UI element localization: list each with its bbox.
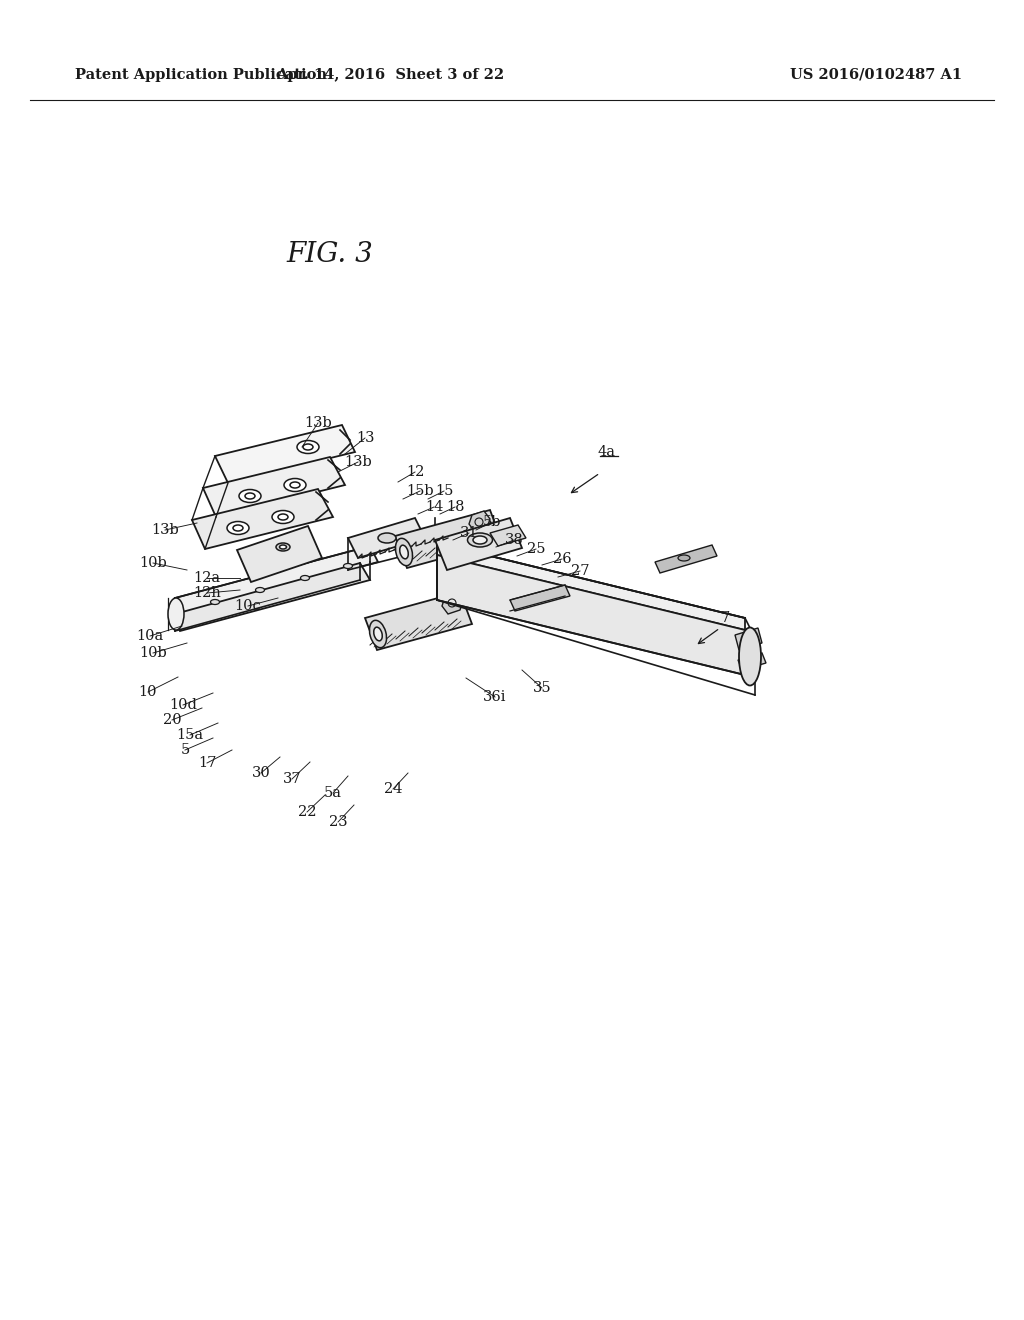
Ellipse shape	[168, 598, 184, 630]
Text: 15: 15	[435, 484, 454, 498]
Polygon shape	[193, 488, 333, 549]
Ellipse shape	[468, 533, 493, 546]
Text: 31: 31	[460, 525, 478, 540]
Polygon shape	[469, 511, 490, 532]
Ellipse shape	[280, 545, 287, 549]
Ellipse shape	[284, 479, 306, 491]
Text: 13b: 13b	[344, 455, 372, 469]
Polygon shape	[442, 593, 463, 614]
Text: 30: 30	[252, 766, 270, 780]
Ellipse shape	[370, 620, 386, 648]
Text: 15a: 15a	[176, 729, 204, 742]
Polygon shape	[435, 517, 522, 570]
Ellipse shape	[739, 627, 761, 685]
Text: 12: 12	[406, 465, 424, 479]
Polygon shape	[490, 525, 526, 546]
Polygon shape	[437, 543, 745, 630]
Ellipse shape	[378, 533, 396, 543]
Text: 13b: 13b	[304, 416, 332, 430]
Ellipse shape	[290, 482, 300, 488]
Polygon shape	[175, 564, 370, 631]
Polygon shape	[510, 585, 570, 611]
Ellipse shape	[272, 511, 294, 524]
Text: 25: 25	[526, 543, 545, 556]
Text: 4a: 4a	[598, 445, 616, 459]
Polygon shape	[395, 510, 502, 568]
Text: 10b: 10b	[139, 556, 167, 570]
Text: 13b: 13b	[152, 523, 179, 537]
Ellipse shape	[678, 554, 690, 561]
Ellipse shape	[276, 543, 290, 550]
Ellipse shape	[297, 441, 319, 454]
Ellipse shape	[343, 564, 352, 569]
Polygon shape	[215, 425, 355, 483]
Text: 20: 20	[163, 713, 181, 727]
Text: 22: 22	[298, 805, 316, 818]
Text: FIG. 3: FIG. 3	[287, 242, 374, 268]
Polygon shape	[237, 525, 322, 582]
Text: 24: 24	[384, 781, 402, 796]
Text: 10d: 10d	[169, 698, 197, 711]
Text: 35: 35	[532, 681, 551, 696]
Text: 13: 13	[355, 432, 374, 445]
Ellipse shape	[374, 627, 382, 640]
Polygon shape	[203, 457, 345, 517]
Text: Apr. 14, 2016  Sheet 3 of 22: Apr. 14, 2016 Sheet 3 of 22	[275, 69, 504, 82]
Text: 26: 26	[553, 552, 571, 566]
Ellipse shape	[239, 490, 261, 503]
Polygon shape	[365, 591, 472, 649]
Text: Patent Application Publication: Patent Application Publication	[75, 69, 327, 82]
Text: 12a: 12a	[194, 572, 220, 585]
Text: 5b: 5b	[482, 515, 502, 529]
Ellipse shape	[473, 536, 487, 544]
Text: 17: 17	[198, 756, 216, 770]
Polygon shape	[348, 517, 425, 558]
Ellipse shape	[227, 521, 249, 535]
Text: 15b: 15b	[407, 484, 434, 498]
Text: 5a: 5a	[324, 785, 342, 800]
Text: 37: 37	[283, 772, 301, 785]
Text: 7: 7	[720, 611, 730, 624]
Polygon shape	[738, 653, 766, 671]
Text: 12h: 12h	[194, 586, 221, 601]
Ellipse shape	[300, 576, 309, 581]
Ellipse shape	[256, 587, 264, 593]
Text: 5: 5	[180, 743, 189, 756]
Ellipse shape	[303, 444, 313, 450]
Polygon shape	[735, 628, 762, 649]
Text: 18: 18	[445, 500, 464, 513]
Polygon shape	[437, 554, 745, 675]
Text: 27: 27	[570, 564, 589, 578]
Text: 14: 14	[425, 500, 443, 513]
Ellipse shape	[245, 492, 255, 499]
Text: 38: 38	[505, 533, 523, 546]
Text: US 2016/0102487 A1: US 2016/0102487 A1	[790, 69, 963, 82]
Text: 10: 10	[138, 685, 158, 700]
Ellipse shape	[399, 545, 409, 558]
Ellipse shape	[395, 539, 413, 566]
Polygon shape	[655, 545, 717, 573]
Ellipse shape	[211, 599, 219, 605]
Text: 10a: 10a	[136, 630, 164, 643]
Text: 10b: 10b	[139, 645, 167, 660]
Text: 36i: 36i	[483, 690, 507, 704]
Text: 23: 23	[329, 814, 347, 829]
Polygon shape	[175, 546, 378, 614]
Text: 10c: 10c	[234, 599, 261, 612]
Ellipse shape	[278, 513, 288, 520]
Ellipse shape	[233, 525, 243, 531]
